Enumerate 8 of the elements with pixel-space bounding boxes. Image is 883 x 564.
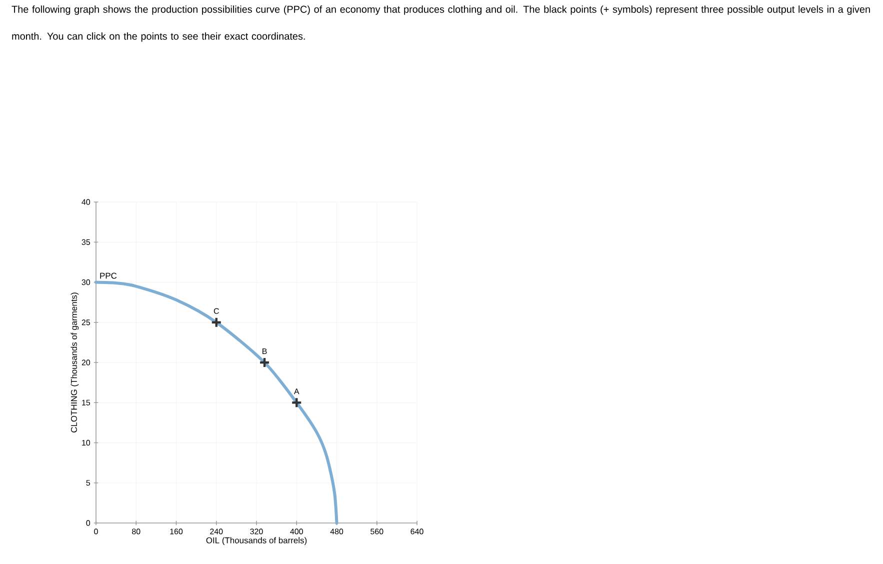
chart-title: The following graph shows the production possibilities curve (PPC) of an economy that produces clothing and oil. The black points (+ symbols) represent three possible output levels in a given month. You can click on the points to see their exact coordinates. <box>12 6 870 42</box>
line-series <box>94 280 338 524</box>
point <box>210 316 222 328</box>
point <box>291 397 302 408</box>
x-axis-title: OIL (Thousands of barrels) <box>206 537 307 546</box>
series-label: PPC <box>100 272 117 279</box>
point <box>258 356 270 368</box>
y-axis-title: CLOTHING (Thousands of garments) <box>70 292 79 432</box>
